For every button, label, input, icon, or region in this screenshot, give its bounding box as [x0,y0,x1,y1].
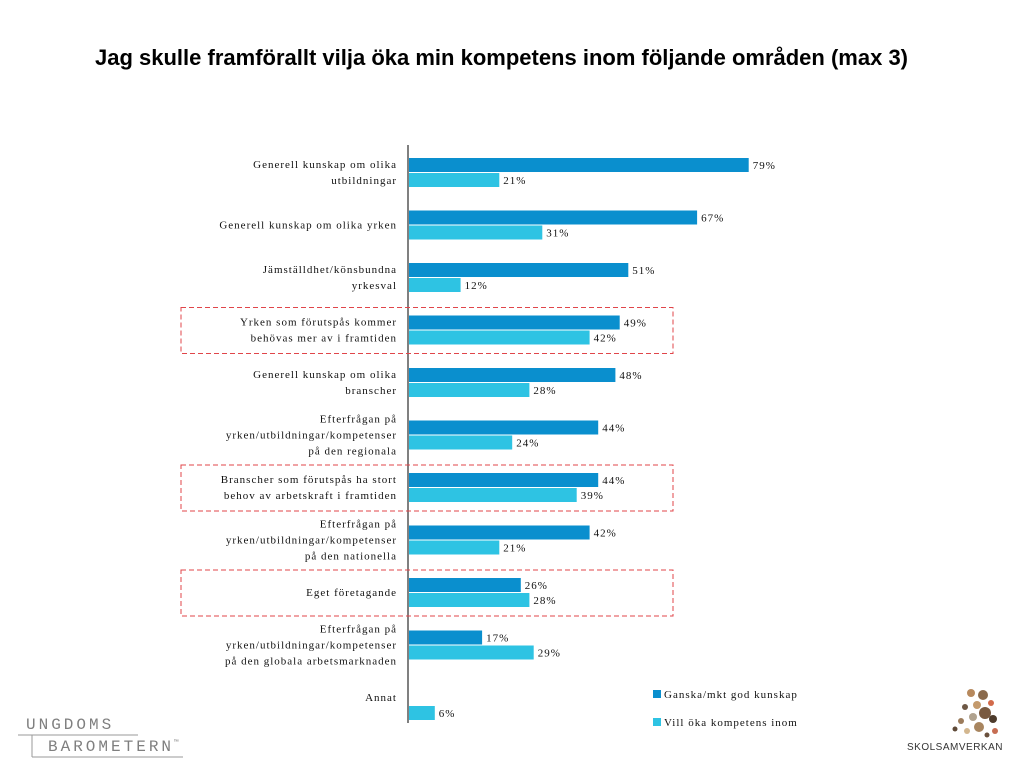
category-label-line: Jämställdhet/könsbundna [263,264,397,276]
skolsamverkan-name: SKOLSAMVERKAN [907,742,1003,753]
logo-text-line2: BAROMETERN™ [48,738,179,756]
bar-kunskap [409,210,698,225]
category-label-line: yrkesval [352,280,397,292]
category-label-line: på den regionala [308,446,397,458]
category-label: Annat [365,692,397,704]
category-label-line: Generell kunskap om olika yrken [219,220,397,232]
bar-kunskap [409,315,620,330]
data-label: 79% [753,160,776,172]
data-label: 51% [632,265,655,277]
category-label-line: Eget företagande [306,587,397,599]
category-label-line: behov av arbetskraft i framtiden [224,490,397,502]
data-label: 12% [465,280,488,292]
bar-vill-oka [409,706,435,720]
category-label: Generell kunskap om olika utbildningar [253,159,397,187]
category-label-line: på den nationella [305,551,397,563]
category-label-line: Efterfrågan på [320,624,397,636]
bar-kunskap [409,158,749,172]
logo-frame-icon [18,734,183,758]
chart-title: Jag skulle framförallt vilja öka min kom… [95,45,909,70]
category-label-line: yrken/utbildningar/kompetenser [226,640,397,652]
data-label: 39% [581,490,604,502]
bar-vill-oka [409,330,590,345]
data-label: 67% [701,213,724,225]
category-label-line: Efterfrågan på [320,414,397,426]
data-label: 42% [594,333,617,345]
category-label: Generell kunskap om olika branscher [253,369,397,397]
data-label: 21% [503,543,526,555]
data-label: 17% [486,633,509,645]
category-label: Efterfrågan på yrken/utbildningar/kompete… [226,414,397,458]
bar-vill-oka [409,173,500,187]
category-label-line: Yrken som förutspås kommer [240,317,397,329]
data-label: 21% [503,175,526,187]
category-label: Generell kunskap om olika yrken [219,220,397,232]
category-label-line: Efterfrågan på [320,519,397,531]
legend-swatch [653,690,661,698]
category-label-line: utbildningar [331,175,397,187]
logo-text-line1: UNGDOMS [26,716,115,734]
category-label: Yrken som förutspås kommer behövas mer av… [240,317,397,345]
category-label-line: branscher [345,385,397,397]
bar-kunskap [409,473,599,487]
skolsamverkan-emblem-icon [952,689,998,738]
category-label-line: yrken/utbildningar/kompetenser [226,535,397,547]
bar-kunskap [409,420,599,435]
data-label: 44% [602,475,625,487]
bar-vill-oka [409,593,530,607]
highlight-box [180,569,674,617]
bar-kunskap [409,578,521,592]
bar-vill-oka [409,278,461,292]
category-label-line: Generell kunskap om olika [253,369,397,381]
bar-vill-oka [409,435,513,450]
legend-label: Ganska/mkt god kunskap [664,689,798,701]
highlight-box [180,464,674,512]
category-label: Efterfrågan på yrken/utbildningar/kompete… [225,624,397,668]
highlight-box [180,307,674,354]
data-label: 28% [533,385,556,397]
bar-kunskap [409,525,590,540]
legend-swatch [653,718,661,726]
bar-vill-oka [409,540,500,555]
data-label: 24% [516,438,539,450]
bar-vill-oka [409,645,534,660]
category-label-line: på den globala arbetsmarknaden [225,656,397,668]
data-label: 28% [533,595,556,607]
bar-kunskap [409,263,629,277]
category-label: Eget företagande [306,587,397,599]
data-label: 44% [602,423,625,435]
bar-kunskap [409,368,616,382]
data-label: 42% [594,528,617,540]
data-label: 29% [538,648,561,660]
category-label: Jämställdhet/könsbundna yrkesval [263,264,397,292]
category-label: Efterfrågan på yrken/utbildningar/kompete… [226,519,397,563]
bar-vill-oka [409,383,530,397]
data-label: 31% [546,228,569,240]
data-label: 48% [619,370,642,382]
data-label: 6% [439,708,456,720]
ungdomsbarometern-logo: UNGDOMS BAROMETERN™ [18,715,188,763]
category-label-line: Generell kunskap om olika [253,159,397,171]
category-label-line: Annat [365,692,397,704]
legend-label: Vill öka kompetens inom [664,717,798,729]
data-label: 26% [525,580,548,592]
bar-vill-oka [409,225,543,240]
category-label-line: behövas mer av i framtiden [251,333,397,345]
category-label-line: Branscher som förutspås ha stort [221,474,397,486]
category-label-line: yrken/utbildningar/kompetenser [226,430,397,442]
data-label: 49% [624,318,647,330]
category-label: Branscher som förutspås ha stort behov av… [221,474,397,502]
bar-kunskap [409,630,483,645]
bar-vill-oka [409,488,577,502]
skolsamverkan-logo: SKOLSAMVERKAN [895,685,1015,765]
